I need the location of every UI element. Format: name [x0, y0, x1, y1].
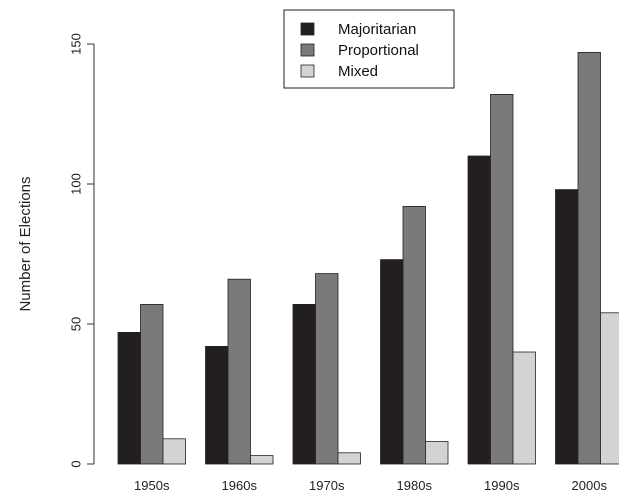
x-tick-label: 1950s — [134, 478, 170, 493]
y-axis: 0 50 100 150 — [69, 33, 95, 468]
legend: Majoritarian Proportional Mixed — [283, 9, 455, 89]
bar-mixed-1970s — [337, 452, 361, 465]
y-axis-title: Number of Elections — [17, 176, 34, 311]
bar-majoritarian-1950s — [117, 331, 141, 465]
legend-label-mixed: Mixed — [338, 63, 378, 80]
x-tick-label: 2000s — [572, 478, 608, 493]
y-tick-label: 0 — [69, 460, 84, 467]
x-tick-label: 1970s — [309, 478, 345, 493]
bar-proportional-1960s — [227, 278, 251, 465]
legend-label-proportional: Proportional — [338, 42, 419, 59]
legend-swatch-mixed — [300, 64, 315, 78]
bar-majoritarian-1990s — [467, 155, 491, 465]
bar-proportional-1990s — [490, 94, 514, 465]
legend-swatch-proportional — [300, 43, 315, 57]
legend-swatch-majoritarian — [300, 22, 315, 36]
bar-proportional-1950s — [140, 303, 164, 465]
y-tick-label: 50 — [69, 317, 84, 331]
bar-majoritarian-1980s — [380, 259, 404, 465]
x-tick-label: 1980s — [397, 478, 433, 493]
bar-majoritarian-1970s — [292, 303, 316, 465]
x-tick-label: 1990s — [484, 478, 520, 493]
x-tick-label: 1960s — [222, 478, 258, 493]
y-tick-label: 100 — [69, 173, 84, 195]
y-tick-label: 150 — [69, 33, 84, 55]
bars — [117, 52, 619, 465]
x-axis-labels: 1950s 1960s 1970s 1980s 1990s 2000s — [134, 478, 607, 493]
bar-mixed-1990s — [512, 351, 536, 465]
bar-proportional-2000s — [577, 52, 601, 465]
bar-mixed-2000s — [600, 312, 619, 465]
bar-mixed-1980s — [425, 441, 449, 465]
bar-majoritarian-2000s — [555, 189, 579, 465]
bar-mixed-1960s — [250, 455, 274, 465]
bar-proportional-1970s — [315, 273, 339, 465]
bar-majoritarian-1960s — [205, 345, 229, 465]
bar-proportional-1980s — [402, 205, 426, 465]
bar-mixed-1950s — [162, 438, 186, 465]
legend-label-majoritarian: Majoritarian — [338, 21, 416, 38]
